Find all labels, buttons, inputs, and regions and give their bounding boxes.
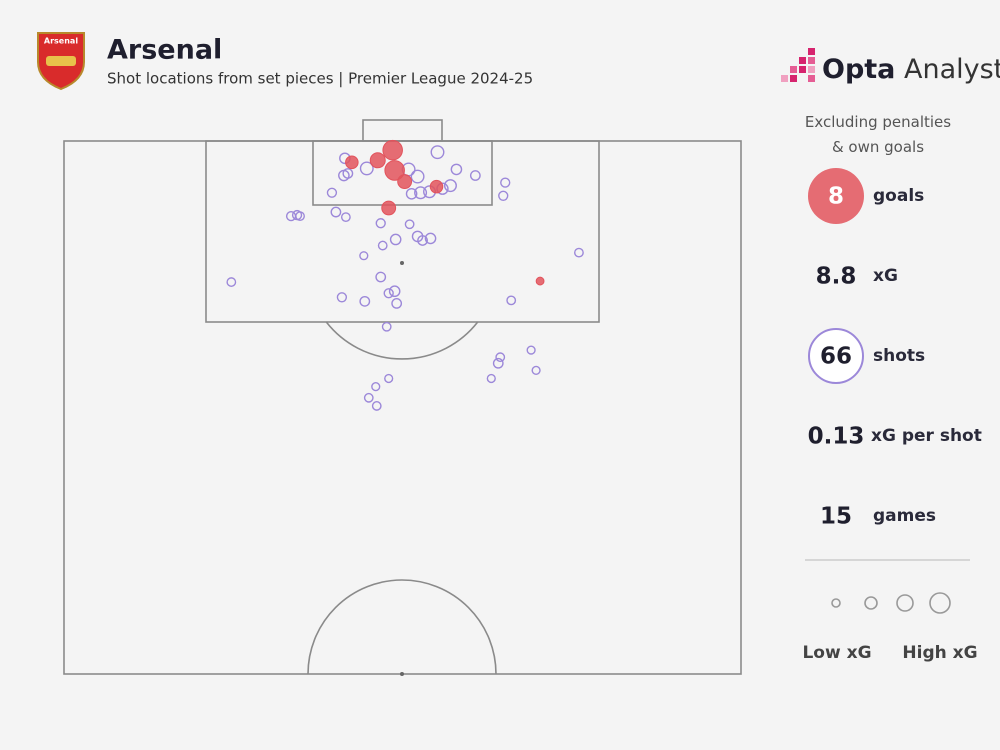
shot bbox=[492, 357, 504, 369]
stat-label: goals bbox=[873, 186, 924, 206]
shot bbox=[359, 161, 374, 176]
shot bbox=[295, 211, 305, 222]
brand-light: Analyst bbox=[904, 54, 1000, 85]
stat-label: xG bbox=[873, 266, 898, 286]
goal-shot bbox=[429, 179, 444, 194]
legend-low: Low xG bbox=[802, 643, 871, 663]
stats-note: Excluding penalties & own goals bbox=[805, 113, 951, 156]
size-legend bbox=[831, 592, 951, 614]
shot bbox=[371, 382, 381, 392]
shot bbox=[469, 170, 481, 181]
shot bbox=[383, 288, 394, 299]
shot bbox=[388, 285, 401, 298]
shot bbox=[342, 168, 354, 179]
stat-value: 15 bbox=[820, 504, 852, 530]
stats: Excluding penalties & own goals 8 goals 8.8 x… bbox=[805, 113, 982, 530]
legend-high: High xG bbox=[902, 643, 977, 663]
shot bbox=[375, 271, 387, 283]
shot bbox=[430, 145, 445, 160]
stat-label: games bbox=[873, 506, 936, 526]
shot bbox=[498, 190, 509, 201]
stat-value: 8 bbox=[828, 184, 844, 210]
brand-logo: Opta Analyst bbox=[781, 48, 1000, 85]
shot bbox=[391, 298, 403, 309]
shot bbox=[384, 373, 394, 384]
svg-text:Opta Analyst: Opta Analyst bbox=[822, 54, 1000, 85]
shot bbox=[500, 177, 511, 188]
shot bbox=[371, 401, 382, 411]
shot bbox=[495, 352, 506, 363]
shot bbox=[389, 233, 402, 246]
shot bbox=[226, 277, 237, 287]
shot bbox=[410, 169, 425, 184]
shot bbox=[377, 240, 388, 251]
shot bbox=[340, 212, 351, 223]
shot bbox=[574, 247, 584, 258]
stat-label: xG per shot bbox=[871, 426, 982, 446]
shots-badge bbox=[808, 328, 864, 384]
goal-shot bbox=[397, 174, 413, 190]
crest-text: Arsenal bbox=[44, 37, 78, 46]
shot bbox=[417, 235, 428, 246]
shot bbox=[326, 187, 338, 198]
shot bbox=[336, 292, 348, 303]
goal-shot bbox=[381, 200, 397, 216]
shot bbox=[414, 186, 428, 200]
goal-shot bbox=[369, 152, 386, 169]
shot bbox=[486, 373, 496, 384]
stat-value: 0.13 bbox=[808, 424, 865, 450]
stat-label: shots bbox=[873, 346, 925, 366]
shot bbox=[506, 295, 517, 306]
subtitle: Shot locations from set pieces | Premier… bbox=[107, 70, 533, 88]
shot bbox=[330, 206, 342, 218]
goal-shot bbox=[535, 276, 545, 286]
crest: Arsenal bbox=[37, 32, 85, 91]
goals-badge bbox=[808, 168, 864, 224]
stat-value: 66 bbox=[820, 344, 852, 370]
pitch bbox=[63, 119, 742, 676]
shots bbox=[226, 139, 584, 411]
title: Arsenal bbox=[107, 35, 222, 66]
brand-bold: Opta bbox=[822, 54, 895, 85]
stat-value: 8.8 bbox=[816, 264, 857, 290]
shot bbox=[381, 321, 392, 332]
shot bbox=[450, 163, 463, 176]
shot bbox=[404, 219, 415, 230]
goal-shot bbox=[384, 160, 405, 181]
shot bbox=[443, 179, 457, 193]
goal-shot bbox=[382, 139, 403, 161]
shot bbox=[359, 295, 371, 307]
shot bbox=[375, 218, 386, 229]
shot bbox=[363, 392, 374, 403]
shot bbox=[531, 365, 541, 375]
goal-shot bbox=[345, 155, 359, 170]
shot bbox=[405, 187, 418, 200]
shot bbox=[526, 345, 536, 355]
shot bbox=[359, 251, 369, 261]
shot bbox=[424, 232, 437, 245]
